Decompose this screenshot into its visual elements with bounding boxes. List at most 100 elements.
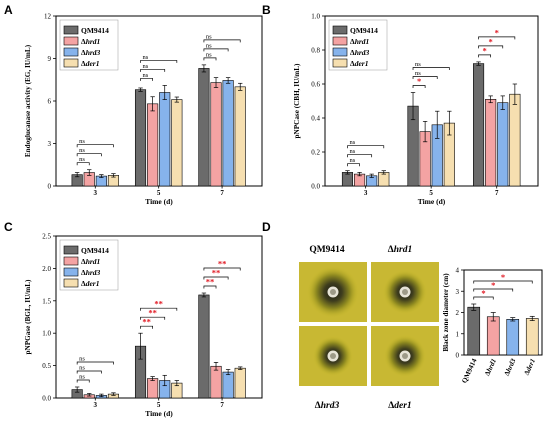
- significance-bracket: [76, 361, 114, 365]
- y-tick-label: 0.8: [311, 47, 320, 55]
- plate-label: Δhrd1: [388, 245, 412, 255]
- bar: [147, 378, 159, 399]
- significance-bracket: [473, 280, 533, 284]
- x-tick-label: 7: [220, 401, 224, 409]
- legend-label: Δhrd3: [350, 48, 370, 57]
- panel-letter: D: [262, 220, 271, 234]
- plate-label: Δhrd3: [315, 401, 340, 411]
- bar: [473, 63, 485, 187]
- significance-label: ns: [415, 70, 421, 77]
- legend-swatch: [63, 25, 79, 35]
- y-tick-label: 3: [48, 140, 52, 148]
- x-axis-label: Time (d): [145, 197, 173, 206]
- y-tick-label: 12: [44, 13, 52, 21]
- bar: [486, 316, 500, 356]
- panel-letter: C: [4, 220, 13, 234]
- plate-label: Δder1: [388, 401, 411, 411]
- legend-swatch: [63, 245, 79, 255]
- y-tick-label: 6: [48, 98, 52, 106]
- significance-label: ns: [206, 51, 212, 58]
- legend-label: Δhrd1: [81, 257, 100, 266]
- significance-label: ns: [143, 54, 149, 61]
- x-tick-label: 7: [495, 189, 499, 197]
- significance-label: ns: [79, 147, 85, 154]
- legend-label: Δhrd1: [350, 37, 369, 46]
- legend: QM9414 Δhrd1 Δhrd3 Δder1: [328, 19, 388, 71]
- significance-label: **: [148, 308, 157, 318]
- y-tick-label: 3: [456, 288, 460, 296]
- x-tick-label: Δder1: [523, 357, 538, 376]
- bar: [525, 318, 539, 356]
- significance-bracket: [76, 370, 102, 374]
- significance-bracket: [140, 60, 178, 63]
- colony-center: [330, 289, 336, 295]
- panel-letter: B: [262, 3, 271, 17]
- y-tick-label: 1: [456, 330, 460, 338]
- significance-label: ns: [349, 148, 355, 155]
- x-tick-label: QM9414: [460, 357, 478, 384]
- bar: [234, 86, 246, 187]
- significance-bracket: [203, 276, 229, 280]
- y-tick-label: 0: [456, 352, 460, 360]
- significance-bracket: [140, 307, 178, 311]
- x-tick-label: 3: [94, 401, 98, 409]
- significance-label: *: [481, 288, 485, 298]
- legend-label: QM9414: [81, 246, 109, 255]
- y-axis-label: Endoglucanase activity (EG, IU/mL): [24, 44, 32, 157]
- significance-label: **: [212, 268, 221, 278]
- legend-swatch: [332, 47, 348, 57]
- significance-bracket: [478, 45, 504, 49]
- significance-bracket: [76, 153, 102, 157]
- y-axis-label: Black zone diameter (cm): [442, 273, 450, 352]
- significance-bracket: [76, 379, 90, 383]
- panel-a-chart: 0 3 6 9 12 Endoglucanase activity (EG, IU/mL)…: [4, 3, 263, 206]
- colony-center: [330, 353, 336, 359]
- significance-label: ns: [79, 364, 85, 371]
- bar: [210, 365, 222, 399]
- bar: [485, 99, 497, 187]
- y-tick-label: 0.6: [311, 81, 320, 89]
- y-tick-label: 4: [456, 267, 460, 275]
- significance-bracket: [203, 39, 241, 43]
- significance-label: **: [142, 317, 151, 327]
- legend: QM9414 Δhrd1 Δhrd3 Δder1: [59, 19, 119, 71]
- bar: [159, 92, 171, 187]
- significance-bracket: [347, 163, 360, 167]
- significance-bracket: [140, 325, 153, 329]
- significance-label: **: [218, 259, 227, 269]
- significance-bracket: [412, 67, 450, 70]
- legend-swatch: [63, 267, 79, 277]
- bar: [506, 318, 520, 356]
- significance-label: ns: [206, 33, 212, 40]
- significance-label: ns: [143, 72, 149, 79]
- legend-swatch: [63, 256, 79, 266]
- significance-label: ns: [349, 157, 355, 164]
- legend-label: QM9414: [81, 26, 109, 35]
- x-tick-label: 5: [157, 189, 161, 197]
- significance-bracket: [478, 36, 516, 40]
- significance-bracket: [478, 54, 492, 58]
- y-tick-label: 0.2: [311, 149, 320, 157]
- significance-bracket: [140, 78, 153, 81]
- x-axis-label: Time (d): [145, 409, 173, 418]
- significance-bracket: [473, 296, 494, 300]
- significance-bracket: [347, 145, 385, 149]
- x-tick-label: 5: [157, 401, 161, 409]
- significance-bracket: [140, 69, 166, 72]
- legend-label: Δder1: [350, 59, 368, 68]
- bar: [134, 89, 147, 187]
- significance-label: *: [482, 45, 486, 55]
- y-tick-label: 0.0: [311, 183, 320, 191]
- legend-label: Δhrd3: [81, 268, 101, 277]
- significance-label: ns: [349, 139, 355, 146]
- significance-label: ns: [79, 355, 85, 362]
- significance-label: *: [489, 36, 493, 46]
- legend-label: Δhrd1: [81, 37, 100, 46]
- significance-bracket: [203, 267, 241, 271]
- bar: [171, 99, 183, 187]
- significance-bracket: [140, 316, 166, 320]
- significance-label: ns: [79, 156, 85, 163]
- significance-label: *: [417, 76, 421, 86]
- significance-label: *: [501, 272, 505, 282]
- significance-bracket: [76, 162, 90, 166]
